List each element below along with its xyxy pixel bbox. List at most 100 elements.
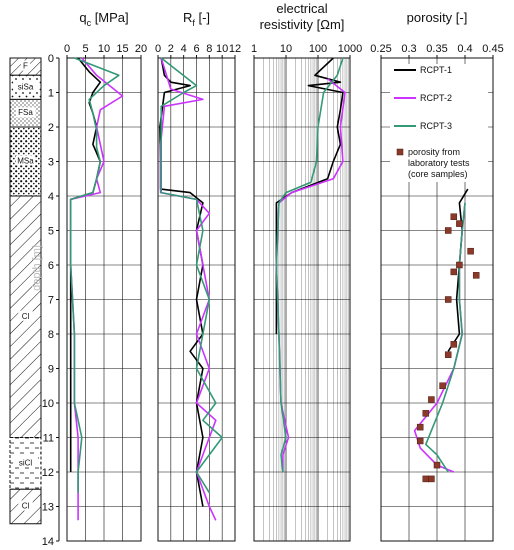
lab-porosity-point — [416, 437, 424, 445]
legend-label: RCPT-1 — [420, 65, 452, 75]
lab-porosity-point — [456, 261, 463, 269]
panel-title: Rf [-] — [183, 10, 210, 28]
panel-2: 0 2 4 6 8 10 12 Rf [-] — [155, 10, 241, 542]
depth-tick-label: 10 — [42, 398, 54, 410]
soil-label-bg — [18, 500, 33, 511]
lab-porosity-point — [456, 220, 463, 227]
x-tick-label: 0.25 — [370, 43, 391, 55]
panel-title-main: R — [183, 10, 192, 25]
soil-layer-label: Cl — [22, 502, 30, 511]
soil-label-bg — [20, 60, 31, 71]
lab-porosity-point — [433, 461, 441, 469]
legend-label: RCPT-3 — [420, 121, 452, 131]
series-rcpt-1 — [275, 57, 344, 334]
legend-swatch-lab — [396, 148, 404, 156]
x-tick-label: 4 — [181, 43, 187, 55]
x-tick-label: 10 — [216, 43, 228, 55]
x-tick-label: 1 — [251, 43, 257, 55]
soil-label-bg — [15, 155, 36, 166]
lab-porosity-point — [444, 296, 452, 303]
panel-title-sub: c — [87, 18, 92, 28]
x-tick-label: 12 — [229, 43, 241, 55]
lab-porosity-point — [422, 410, 430, 417]
soil-layer-label: F — [23, 62, 28, 71]
depth-tick-label: 1 — [48, 88, 54, 100]
depth-tick-label: 4 — [48, 191, 54, 203]
depth-tick-label: 7 — [48, 295, 54, 307]
series-rcpt-2 — [69, 57, 124, 521]
soil-label-bg — [18, 310, 33, 321]
lab-porosity-point — [422, 475, 430, 483]
legend-label-lab: porosity from — [408, 147, 460, 157]
x-tick-label: 8 — [206, 43, 212, 55]
soil-layer-label: siCl — [19, 458, 33, 467]
depth-tick-label: 14 — [42, 536, 54, 548]
panel-title: qc [MPa] — [79, 10, 128, 28]
legend-label-lab: (core samples) — [408, 169, 468, 179]
series-rcpt-3 — [275, 57, 344, 473]
x-tick-label: 100 — [309, 43, 327, 55]
series-rcpt-3 — [424, 202, 466, 473]
lab-porosity-point — [439, 382, 446, 389]
depth-tick-label: 9 — [48, 364, 54, 376]
x-tick-label: 10 — [280, 43, 292, 55]
x-tick-label: 10 — [98, 43, 110, 55]
x-tick-label: 2 — [168, 43, 174, 55]
x-tick-label: 0.4 — [457, 43, 472, 55]
legend: RCPT-1 RCPT-2 RCPT-3 porosity fromlaborator… — [390, 64, 488, 182]
lab-porosity-point — [428, 475, 435, 483]
panel-title-line1: electrical — [276, 1, 327, 16]
lab-porosity-point — [450, 341, 458, 348]
soil-layer-label: MSa — [17, 157, 34, 166]
x-tick-label: 15 — [116, 43, 128, 55]
series-rcpt-3 — [69, 57, 120, 493]
depth-tick-label: 5 — [48, 226, 54, 238]
x-tick-label: 0 — [155, 43, 161, 55]
x-tick-label: 0.45 — [482, 43, 503, 55]
depth-tick-label: 6 — [48, 260, 54, 272]
soil-label-bg — [13, 457, 38, 468]
lab-porosity-point — [450, 268, 458, 276]
lab-porosity-point — [444, 227, 452, 234]
x-tick-label: 0.35 — [426, 43, 447, 55]
depth-tick-label: 13 — [42, 502, 54, 514]
lab-porosity-point — [472, 272, 480, 279]
depth-tick-label: 0 — [48, 53, 54, 65]
legend-label-lab: laboratory tests — [408, 158, 470, 168]
legend-label: RCPT-2 — [420, 93, 452, 103]
depth-tick-label: 12 — [42, 467, 54, 479]
depth-tick-label: 11 — [43, 433, 54, 445]
depth-tick-label: 8 — [48, 329, 54, 341]
soil-layer-label: FSa — [18, 108, 33, 117]
series-rcpt-1 — [69, 57, 102, 472]
x-tick-label: 6 — [193, 43, 199, 55]
soil-layer-label: siSa — [18, 82, 34, 91]
legend-bg — [390, 64, 488, 182]
lab-porosity-point — [467, 247, 474, 255]
lab-porosity-point — [444, 351, 452, 358]
depth-tick-label: 2 — [48, 122, 54, 134]
x-tick-label: 1000 — [338, 43, 362, 55]
panel-title: porosity [-] — [407, 10, 468, 25]
soil-layer-label: Cl — [22, 312, 30, 321]
panel-title-rest: [MPa] — [91, 10, 129, 25]
panel-title-line2: resistivity [Ωm] — [260, 17, 345, 32]
soil-label-bg — [15, 107, 36, 118]
x-tick-label: 0.3 — [401, 43, 416, 55]
depth-tick-label: 3 — [48, 157, 54, 169]
x-tick-label: 5 — [82, 43, 88, 55]
x-tick-label: 20 — [135, 43, 147, 55]
lab-porosity-point — [416, 423, 424, 431]
panel-1: 0 5 10 15 20 qc [MPa] — [64, 10, 147, 542]
panel-title-main: q — [79, 10, 86, 25]
panel-title-rest: [-] — [195, 10, 210, 25]
depth-axis-label: depth [m] — [31, 245, 43, 291]
lab-porosity-point — [450, 213, 458, 220]
series-rcpt-2 — [159, 57, 217, 521]
soil-label-bg — [13, 81, 38, 92]
series-rcpt-3 — [160, 57, 223, 494]
